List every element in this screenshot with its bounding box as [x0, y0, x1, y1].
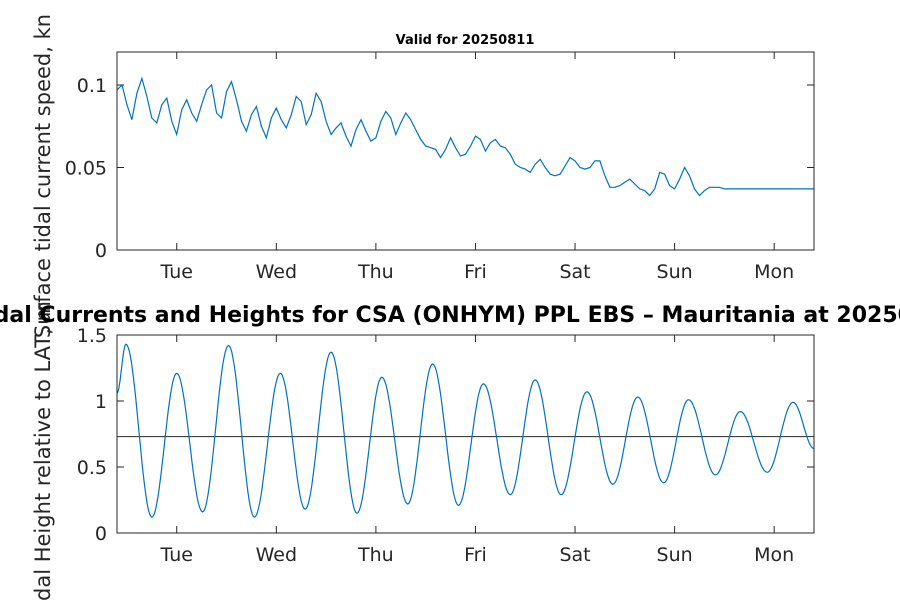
top-x-tick-label: Thu [357, 261, 394, 283]
tidal-height-line [116, 343, 815, 518]
bottom-plot-frame [116, 334, 815, 534]
main-figure-title: Tidal Currents and Heights for CSA (ONHY… [0, 303, 900, 328]
bottom-x-tick-label: Tue [160, 544, 193, 566]
top-y-tick-label: 0 [95, 240, 107, 262]
bottom-x-tick-label: Fri [464, 544, 487, 566]
current-speed-line [116, 76, 814, 197]
bottom-x-tick-label: Wed [256, 544, 297, 566]
top-plot-frame [116, 51, 815, 251]
bottom-y-tick-label: 0 [95, 523, 107, 545]
bottom-x-tick-label: Mon [754, 544, 794, 566]
bottom-y-tick-label: 1.5 [77, 325, 107, 347]
top-x-tick-label: Tue [160, 261, 193, 283]
top-x-tick-label: Mon [754, 261, 794, 283]
top-chart-title: Valid for 20250811 [396, 33, 535, 48]
bottom-x-tick-label: Thu [357, 544, 394, 566]
bottom-y-tick-label: 0.5 [77, 457, 107, 479]
bottom-x-tick-label: Sun [657, 544, 693, 566]
top-x-tick-label: Sat [559, 261, 590, 283]
top-panel: Valid for 20250811 0 0.05 0.1 Tue Wed Thu Fri… [31, 14, 815, 338]
bottom-y-axis-label: Tidal Height relative to LAT, m [31, 301, 55, 600]
top-y-tick-label: 0.1 [77, 75, 107, 97]
top-y-tick-label: 0.05 [65, 158, 107, 180]
top-x-axis: Tue Wed Thu Fri Sat Sun Mon [160, 52, 794, 283]
bottom-panel: 0 0.5 1 1.5 Tue Wed Thu Fri Sat Sun Mon Tidal Hei… [31, 301, 815, 600]
top-x-tick-label: Sun [657, 261, 693, 283]
bottom-y-tick-label: 1 [95, 391, 107, 413]
top-y-axis-label: Surface tidal current speed, kn [31, 14, 55, 338]
bottom-x-axis: Tue Wed Thu Fri Sat Sun Mon [160, 335, 794, 566]
top-x-tick-label: Fri [464, 261, 487, 283]
bottom-x-tick-label: Sat [559, 544, 590, 566]
bottom-y-axis: 0 0.5 1 1.5 [77, 325, 814, 545]
top-x-tick-label: Wed [256, 261, 297, 283]
top-y-axis: 0 0.05 0.1 [65, 75, 814, 262]
